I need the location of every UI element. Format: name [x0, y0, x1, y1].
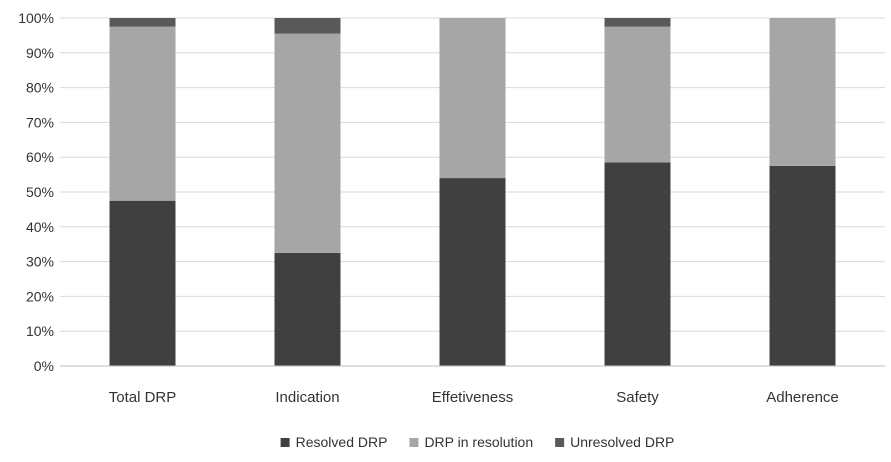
legend-item-drp-in-resolution: DRP in resolution — [409, 434, 533, 450]
legend: Resolved DRP DRP in resolution Unresolved … — [280, 434, 674, 450]
bar-segment-unresolved-drp — [109, 18, 176, 27]
y-tick-label: 70% — [26, 114, 54, 130]
y-tick-label: 100% — [18, 10, 54, 26]
x-tick-label: Effetiveness — [432, 389, 513, 406]
axes: 0% 10% 20% 30% 40% 50% 60% 70% 80% 90% 100% Total D… — [18, 10, 885, 406]
legend-item-unresolved-drp: Unresolved DRP — [555, 434, 674, 450]
legend-swatch — [409, 438, 419, 447]
legend-label: Unresolved DRP — [570, 434, 674, 450]
x-tick-label: Safety — [616, 389, 659, 406]
bar-segment-drp-in-resolution — [769, 18, 836, 166]
bar-segment-drp-in-resolution — [109, 26, 176, 201]
legend-label: Resolved DRP — [296, 434, 388, 450]
y-tick-label: 0% — [34, 358, 54, 374]
legend-item-resolved-drp: Resolved DRP — [280, 434, 388, 450]
bar-segment-resolved-drp — [604, 162, 671, 366]
y-tick-label: 20% — [26, 288, 54, 304]
bar-segment-drp-in-resolution — [604, 26, 671, 163]
y-tick-label: 90% — [26, 45, 54, 61]
bar-segment-unresolved-drp — [274, 18, 341, 34]
x-tick-label: Total DRP — [109, 389, 177, 406]
x-tick-label: Adherence — [766, 389, 839, 406]
bar-segment-resolved-drp — [439, 178, 506, 366]
y-tick-label: 40% — [26, 219, 54, 235]
y-tick-label: 60% — [26, 149, 54, 165]
bars — [109, 18, 836, 366]
y-tick-label: 30% — [26, 254, 54, 270]
legend-swatch — [280, 438, 290, 447]
bar-segment-drp-in-resolution — [274, 33, 341, 253]
bar-segment-resolved-drp — [109, 200, 176, 366]
y-tick-label: 80% — [26, 80, 54, 96]
legend-label: DRP in resolution — [424, 434, 533, 450]
bar-segment-resolved-drp — [769, 165, 836, 366]
legend-swatch — [555, 438, 565, 447]
x-tick-label: Indication — [275, 389, 339, 406]
bar-segment-unresolved-drp — [604, 18, 671, 27]
bar-segment-drp-in-resolution — [439, 18, 506, 179]
bar-segment-resolved-drp — [274, 252, 341, 366]
y-tick-label: 10% — [26, 323, 54, 339]
y-tick-label: 50% — [26, 184, 54, 200]
